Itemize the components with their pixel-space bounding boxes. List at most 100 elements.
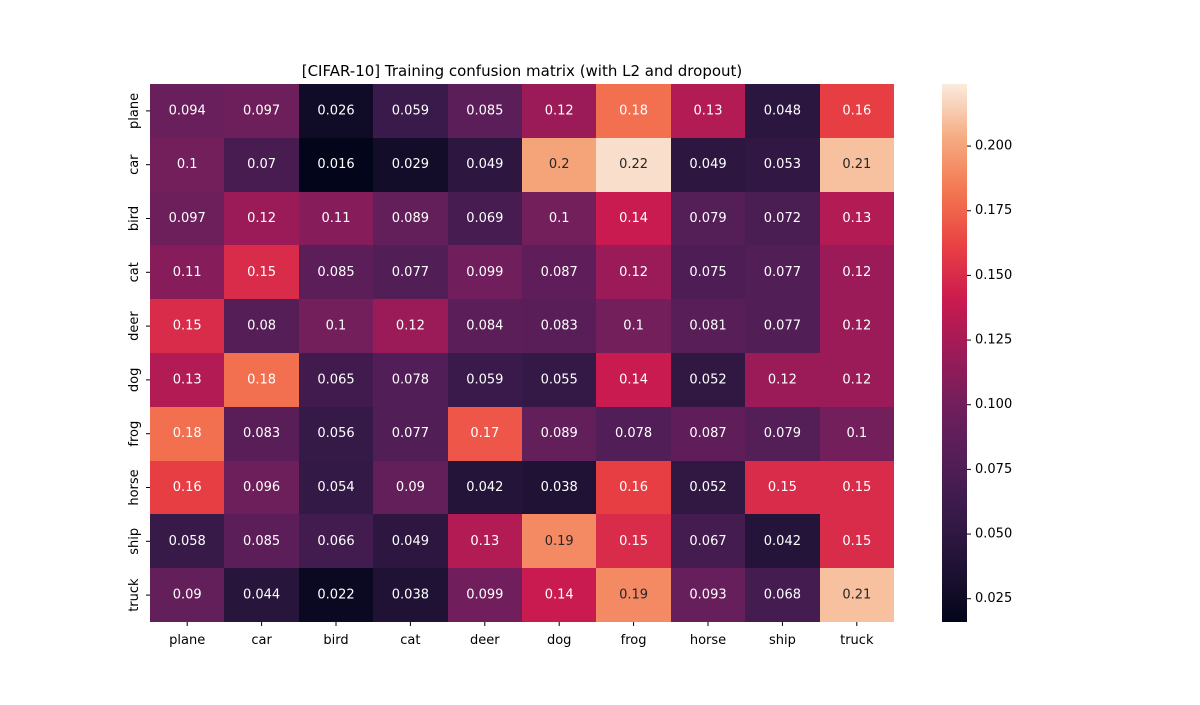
heatmap-cell bbox=[373, 568, 448, 622]
heatmap-cell bbox=[224, 299, 299, 353]
heatmap-cell bbox=[671, 407, 745, 461]
cell-value-label: 0.085 bbox=[466, 103, 503, 118]
cell-value-label: 0.19 bbox=[545, 534, 574, 549]
cell-value-label: 0.078 bbox=[392, 372, 429, 387]
heatmap-cell bbox=[522, 84, 596, 138]
colorbar-tick-label: 0.125 bbox=[975, 333, 1012, 348]
heatmap-cell bbox=[224, 461, 299, 514]
heatmap-cell bbox=[596, 514, 671, 568]
x-tick-label: car bbox=[251, 633, 272, 648]
heatmap-cell bbox=[150, 138, 224, 192]
x-tick-label: frog bbox=[621, 633, 647, 648]
cell-value-label: 0.12 bbox=[396, 319, 425, 334]
cell-value-label: 0.072 bbox=[764, 211, 801, 226]
cell-value-label: 0.077 bbox=[392, 265, 429, 280]
heatmap-cell bbox=[522, 245, 596, 299]
cell-value-label: 0.18 bbox=[619, 103, 648, 118]
heatmap-cell bbox=[820, 407, 894, 461]
heatmap-cell bbox=[150, 568, 224, 622]
cell-value-label: 0.11 bbox=[173, 265, 202, 280]
heatmap-cell bbox=[522, 514, 596, 568]
heatmap-cell bbox=[448, 245, 522, 299]
colorbar-tick-label: 0.150 bbox=[975, 268, 1012, 283]
cell-value-label: 0.18 bbox=[173, 426, 202, 441]
cell-value-label: 0.026 bbox=[317, 103, 354, 118]
cell-value-label: 0.14 bbox=[619, 211, 648, 226]
heatmap-cell bbox=[596, 138, 671, 192]
heatmap-cell bbox=[745, 461, 820, 514]
cell-value-label: 0.07 bbox=[247, 157, 276, 172]
heatmap-cell bbox=[299, 514, 373, 568]
x-axis: plane car bird cat deer dog frog horse ship truck bbox=[169, 622, 874, 648]
heatmap-cell bbox=[671, 84, 745, 138]
cell-value-label: 0.12 bbox=[619, 265, 648, 280]
y-tick-label: cat bbox=[127, 262, 142, 282]
cell-value-label: 0.1 bbox=[623, 319, 644, 334]
heatmap-cell bbox=[596, 407, 671, 461]
cell-value-label: 0.054 bbox=[317, 480, 354, 495]
colorbar-tick-label: 0.175 bbox=[975, 203, 1012, 218]
heatmap-cell bbox=[522, 353, 596, 407]
cell-value-label: 0.097 bbox=[243, 103, 280, 118]
cell-value-label: 0.083 bbox=[243, 426, 280, 441]
cell-value-label: 0.17 bbox=[470, 426, 499, 441]
heatmap-cell bbox=[448, 568, 522, 622]
heatmap-cell bbox=[522, 461, 596, 514]
heatmap-cell bbox=[299, 299, 373, 353]
heatmap-cell bbox=[820, 514, 894, 568]
cell-value-label: 0.049 bbox=[466, 157, 503, 172]
cell-value-label: 0.067 bbox=[689, 534, 726, 549]
cell-value-label: 0.079 bbox=[764, 426, 801, 441]
colorbar-tick-label: 0.075 bbox=[975, 462, 1012, 477]
heatmap-cell bbox=[224, 407, 299, 461]
heatmap-cell bbox=[820, 138, 894, 192]
heatmap-cell bbox=[448, 353, 522, 407]
heatmap-cell bbox=[299, 568, 373, 622]
cell-value-label: 0.085 bbox=[243, 534, 280, 549]
heatmap-cell bbox=[820, 245, 894, 299]
cell-value-label: 0.15 bbox=[768, 480, 797, 495]
heatmap-cell bbox=[373, 514, 448, 568]
cell-value-label: 0.042 bbox=[466, 480, 503, 495]
y-tick-label: ship bbox=[127, 528, 142, 555]
cell-value-label: 0.044 bbox=[243, 588, 280, 603]
heatmap-cell bbox=[150, 192, 224, 245]
heatmap-cell bbox=[373, 407, 448, 461]
cell-value-label: 0.077 bbox=[764, 265, 801, 280]
y-tick-label: car bbox=[127, 154, 142, 175]
heatmap-cell bbox=[448, 461, 522, 514]
heatmap-cell bbox=[820, 84, 894, 138]
cell-value-label: 0.13 bbox=[694, 103, 723, 118]
y-tick-label: horse bbox=[127, 469, 142, 505]
cell-value-label: 0.096 bbox=[243, 480, 280, 495]
cell-value-label: 0.085 bbox=[317, 265, 354, 280]
heatmap-cell bbox=[224, 353, 299, 407]
cell-value-label: 0.053 bbox=[764, 157, 801, 172]
heatmap-cell bbox=[745, 407, 820, 461]
heatmap-cell bbox=[150, 299, 224, 353]
heatmap-cell bbox=[820, 299, 894, 353]
x-tick-label: deer bbox=[470, 633, 500, 648]
heatmap-cell bbox=[596, 568, 671, 622]
heatmap-cell bbox=[299, 407, 373, 461]
heatmap-cell bbox=[671, 461, 745, 514]
cell-value-label: 0.029 bbox=[392, 157, 429, 172]
cell-value-label: 0.21 bbox=[842, 157, 871, 172]
colorbar-tick-label: 0.100 bbox=[975, 397, 1012, 412]
heatmap-cell bbox=[671, 245, 745, 299]
x-tick-label: bird bbox=[323, 633, 348, 648]
y-tick-label: plane bbox=[127, 93, 142, 129]
cell-value-label: 0.089 bbox=[541, 426, 578, 441]
heatmap-cell bbox=[522, 407, 596, 461]
cell-value-label: 0.15 bbox=[247, 265, 276, 280]
cell-value-label: 0.09 bbox=[396, 480, 425, 495]
cell-value-label: 0.022 bbox=[317, 588, 354, 603]
cell-value-label: 0.13 bbox=[470, 534, 499, 549]
cell-value-label: 0.048 bbox=[764, 103, 801, 118]
heatmap-cell bbox=[373, 353, 448, 407]
heatmap-cell bbox=[224, 568, 299, 622]
heatmap-cell bbox=[522, 299, 596, 353]
x-tick-label: cat bbox=[400, 633, 420, 648]
cell-value-label: 0.087 bbox=[541, 265, 578, 280]
cell-value-label: 0.049 bbox=[689, 157, 726, 172]
